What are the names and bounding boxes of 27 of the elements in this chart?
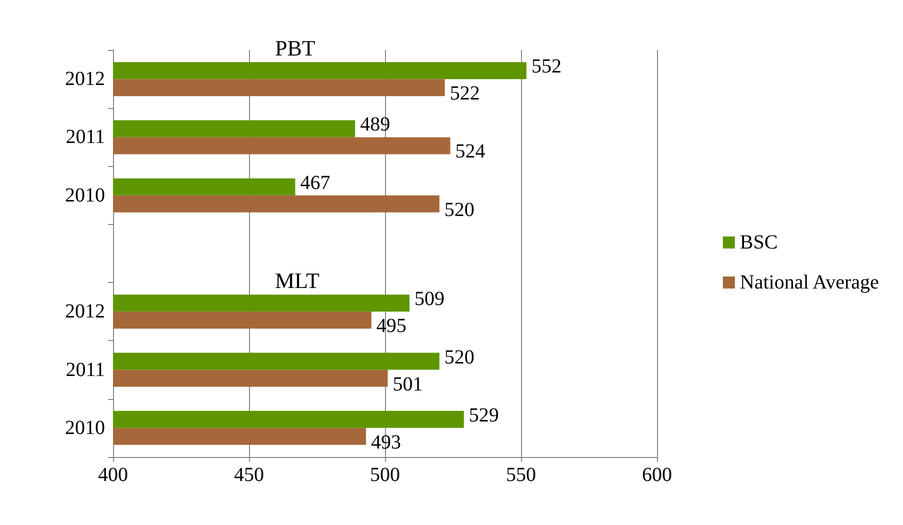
data-label: 520 xyxy=(444,198,474,221)
legend-label: BSC xyxy=(740,232,778,254)
data-label: 524 xyxy=(455,140,486,163)
data-label: 522 xyxy=(450,82,480,105)
annotation: MLT xyxy=(275,268,320,294)
y-tick-label: 2010 xyxy=(65,184,105,206)
y-tick-label: 2010 xyxy=(65,416,105,439)
data-label: 501 xyxy=(392,373,423,396)
data-label: 467 xyxy=(300,172,330,194)
data-label: 520 xyxy=(444,346,474,368)
y-tick-label: 2012 xyxy=(65,300,105,323)
data-label: 493 xyxy=(370,431,401,454)
x-tick-label: 450 xyxy=(234,464,264,486)
x-tick-label: 400 xyxy=(98,464,128,486)
annotation: PBT xyxy=(275,36,316,61)
y-tick-label: 2011 xyxy=(66,126,105,148)
legend-label: National Average xyxy=(740,272,880,294)
x-tick-label: 550 xyxy=(506,464,536,486)
x-tick-label: 600 xyxy=(642,464,672,486)
data-label: 509 xyxy=(414,288,444,310)
data-label: 495 xyxy=(376,315,406,338)
y-tick-label: 2012 xyxy=(65,68,105,90)
data-label: 489 xyxy=(360,114,390,136)
data-label: 529 xyxy=(468,404,499,426)
y-tick-label: 2011 xyxy=(66,358,105,381)
x-tick-label: 500 xyxy=(370,464,400,486)
data-label: 552 xyxy=(531,56,562,78)
